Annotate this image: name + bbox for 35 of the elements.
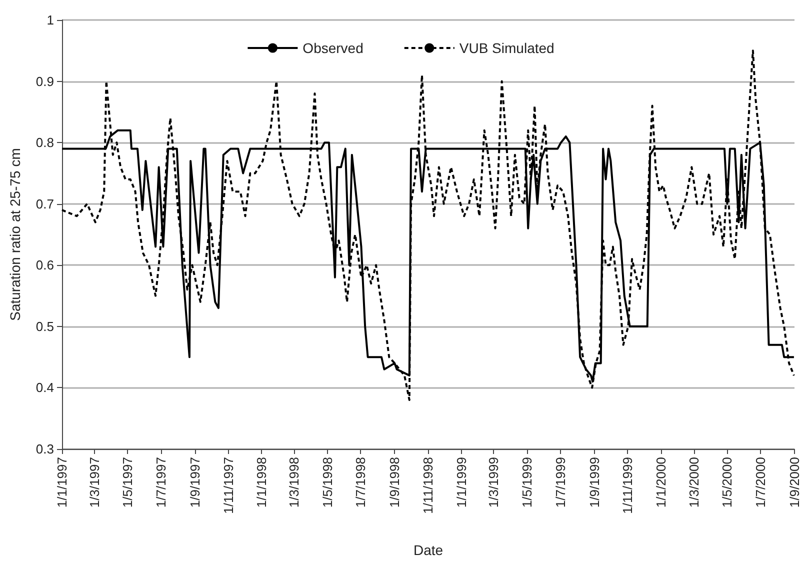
x-tick-label: 1/1/1999	[454, 457, 469, 508]
x-axis-title: Date	[413, 542, 444, 558]
legend-label: VUB Simulated	[459, 40, 554, 56]
x-tick-label: 1/1/1998	[254, 457, 270, 508]
y-tick-label: 0.9	[36, 74, 54, 89]
y-tick-label: 0.3	[36, 442, 54, 456]
x-tick-label: 1/7/1999	[552, 457, 568, 508]
x-tick-label: 1/9/1997	[187, 457, 202, 508]
x-tick-label: 1/3/1997	[86, 457, 102, 508]
legend-label: Observed	[302, 40, 364, 56]
y-tick-label: 0.5	[36, 318, 54, 334]
x-tick-label: 1/1/2000	[654, 457, 669, 508]
y-tick-label: 0.7	[36, 196, 54, 212]
y-tick-label: 0.4	[36, 380, 54, 396]
x-tick-label: 1/5/1999	[519, 457, 534, 508]
y-tick-label: 1	[46, 12, 54, 28]
x-tick-label: 1/7/1998	[353, 457, 368, 508]
x-tick-label: 1/7/1997	[154, 457, 169, 508]
x-tick-label: 1/9/1998	[387, 457, 402, 508]
x-tick-label: 1/11/1997	[220, 457, 236, 514]
y-tick-label: 0.6	[36, 258, 54, 273]
x-tick-label: 1/11/1998	[420, 457, 436, 514]
x-tick-label: 1/1/1997	[54, 457, 70, 508]
x-tick-label: 1/5/1997	[120, 457, 136, 508]
x-tick-label: 1/7/2000	[753, 457, 768, 508]
x-tick-label: 1/5/1998	[320, 457, 335, 508]
x-tick-label: 1/11/1999	[620, 457, 636, 514]
x-tick-label: 1/3/2000	[686, 457, 702, 508]
x-tick-label: 1/5/2000	[720, 457, 735, 508]
x-tick-label: 1/9/2000	[787, 457, 801, 508]
x-tick-label: 1/3/1999	[486, 457, 502, 508]
x-tick-label: 1/3/1998	[286, 457, 302, 508]
y-tick-label: 0.8	[36, 135, 54, 150]
y-axis-title: Saturation ratio at 25-75 cm	[7, 148, 23, 321]
x-tick-label: 1/9/1999	[586, 457, 602, 508]
